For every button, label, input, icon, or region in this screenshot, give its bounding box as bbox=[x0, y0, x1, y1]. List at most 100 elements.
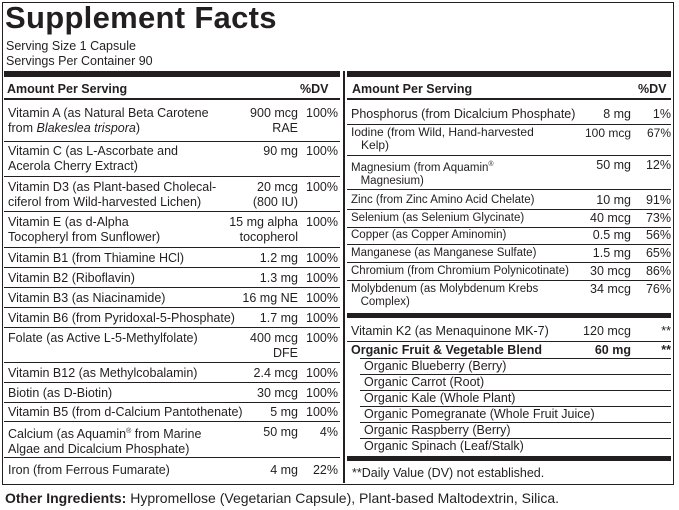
nutrient-amount: 0.5 mg bbox=[592, 228, 631, 242]
nutrient-name-cont: from Marine bbox=[131, 427, 202, 442]
nutrient-row-biotin: Biotin (as D-Biotin) 30 mcg 100% bbox=[8, 386, 338, 402]
nutrient-amount: 1.5 mg bbox=[592, 246, 631, 260]
nutrient-name: Copper (as Copper Aminomin) bbox=[351, 229, 507, 241]
nutrient-amount: 2.4 mcg bbox=[253, 366, 298, 380]
nutrient-dv: 100% bbox=[306, 291, 338, 305]
row-rule bbox=[347, 124, 671, 125]
nutrient-row-vitamin-e: Vitamin E (as d-Alpha Tocopheryl from Sun… bbox=[8, 215, 338, 247]
left-thick-divider bbox=[4, 71, 340, 77]
dv-footnote: **Daily Value (DV) not established. bbox=[352, 466, 545, 480]
row-rule bbox=[4, 421, 340, 422]
right-bottom-thick-divider bbox=[347, 456, 671, 461]
nutrient-row-vitamin-b1: Vitamin B1 (from Thiamine HCl) 1.2 mg 10… bbox=[8, 251, 338, 267]
blend-item: Organic Kale (Whole Plant) bbox=[364, 391, 516, 405]
nutrient-name-line2: Magnesium) bbox=[360, 174, 424, 187]
row-rule bbox=[347, 155, 671, 156]
left-header-amount: Amount Per Serving bbox=[7, 82, 128, 96]
other-ingredients: Other Ingredients: Hypromellose (Vegetar… bbox=[5, 490, 559, 506]
blend-name: Organic Fruit & Vegetable Blend bbox=[351, 343, 543, 357]
nutrient-name: Selenium (as Selenium Glycinate) bbox=[351, 212, 525, 224]
nutrient-row-vitamin-b2: Vitamin B2 (Riboflavin) 1.3 mg 100% bbox=[8, 271, 338, 287]
row-rule bbox=[360, 374, 671, 375]
nutrient-name: Zinc (from Zinc Amino Acid Chelate) bbox=[351, 194, 535, 206]
nutrient-row-vitamin-k2: Vitamin K2 (as Menaquinone MK-7) 120 mcg… bbox=[351, 324, 671, 340]
nutrient-dv: 91% bbox=[645, 193, 671, 207]
nutrient-amount: 400 mcg bbox=[250, 331, 298, 345]
nutrient-name-line2: Complex) bbox=[360, 296, 410, 308]
nutrient-amount-unit: RAE bbox=[272, 120, 298, 135]
servings-per-container: Servings Per Container 90 bbox=[6, 54, 153, 68]
nutrient-amount: 100 mcg bbox=[584, 126, 631, 140]
nutrient-amount: 30 mcg bbox=[257, 386, 298, 400]
row-rule bbox=[360, 358, 671, 359]
serving-size: Serving Size 1 Capsule bbox=[6, 39, 136, 53]
left-header-rule bbox=[4, 98, 340, 100]
right-mid-thick-divider bbox=[347, 313, 671, 318]
nutrient-row-vitamin-d3: Vitamin D3 (as Plant-based Cholecal-cife… bbox=[8, 180, 338, 212]
nutrient-name-line2: Algae and Dicalcium Phosphate) bbox=[8, 441, 190, 456]
nutrient-row-vitamin-b6: Vitamin B6 (from Pyridoxal-5-Phosphate) … bbox=[8, 311, 338, 327]
nutrient-row-vitamin-b3: Vitamin B3 (as Niacinamide) 16 mg NE 100… bbox=[8, 291, 338, 307]
nutrient-row-copper: Copper (as Copper Aminomin) 0.5 mg 56% bbox=[351, 229, 671, 243]
nutrient-dv: 100% bbox=[306, 405, 338, 419]
nutrient-amount: 5 mg bbox=[270, 405, 298, 419]
nutrient-name-line2: from bbox=[8, 120, 37, 135]
blend-item: Organic Carrot (Root) bbox=[364, 375, 485, 389]
row-rule bbox=[347, 262, 671, 263]
right-header-rule bbox=[347, 98, 671, 100]
nutrient-name: Iodine (from Wild, Hand-harvested bbox=[351, 125, 534, 139]
nutrient-dv: 100% bbox=[306, 366, 338, 380]
nutrient-dv: 100% bbox=[306, 251, 338, 265]
nutrient-row-calcium: Calcium (as Aquamin® from Marine Algae an… bbox=[8, 425, 338, 457]
row-rule bbox=[4, 327, 340, 328]
nutrient-name: Biotin (as D-Biotin) bbox=[8, 386, 113, 400]
row-rule bbox=[4, 382, 340, 383]
right-header-amount: Amount Per Serving bbox=[352, 82, 473, 96]
blend-item: Organic Blueberry (Berry) bbox=[364, 359, 507, 373]
nutrient-name-close: ) bbox=[135, 120, 141, 135]
nutrient-dv: 1% bbox=[652, 107, 671, 121]
nutrient-name: Phosphorus (from Dicalcium Phosphate) bbox=[351, 107, 576, 121]
nutrient-row-iodine: Iodine (from Wild, Hand-harvested Kelp) … bbox=[351, 126, 671, 154]
nutrient-name-line2: Tocopheryl from Sunflower) bbox=[8, 229, 161, 244]
row-rule bbox=[360, 438, 671, 439]
row-rule bbox=[347, 341, 671, 342]
nutrient-dv: 4% bbox=[319, 425, 338, 439]
nutrient-dv: 73% bbox=[645, 211, 671, 225]
nutrient-name: Manganese (as Manganese Sulfate) bbox=[351, 247, 537, 259]
left-header-dv: %DV bbox=[300, 82, 329, 96]
other-ingredients-label: Other Ingredients: bbox=[5, 490, 127, 506]
nutrient-amount: 16 mg NE bbox=[242, 291, 298, 305]
nutrient-name-line2: ciferol from Wild-harvested Lichen) bbox=[8, 194, 202, 209]
row-rule bbox=[347, 280, 671, 281]
nutrient-amount: 15 mg alpha bbox=[229, 215, 298, 229]
nutrient-name: Folate (as Active L-5-Methylfolate) bbox=[8, 331, 198, 345]
nutrient-dv: 12% bbox=[645, 158, 671, 172]
nutrient-row-selenium: Selenium (as Selenium Glycinate) 40 mcg … bbox=[351, 212, 671, 226]
row-rule bbox=[4, 141, 340, 142]
nutrient-row-vitamin-c: Vitamin C (as L-Ascorbate and Acerola Che… bbox=[8, 144, 338, 176]
registered-mark: ® bbox=[126, 428, 132, 435]
row-rule bbox=[347, 227, 671, 228]
right-thick-divider bbox=[347, 71, 671, 77]
nutrient-amount: 20 mcg bbox=[257, 180, 298, 194]
nutrient-dv: 100% bbox=[306, 144, 338, 158]
nutrient-amount: 90 mg bbox=[263, 144, 298, 158]
nutrient-name: Vitamin A (as Natural Beta Carotene bbox=[8, 106, 209, 120]
nutrient-row-zinc: Zinc (from Zinc Amino Acid Chelate) 10 m… bbox=[351, 194, 671, 208]
nutrient-row-molybdenum: Molybdenum (as Molybdenum Krebs Complex)… bbox=[351, 283, 671, 311]
nutrient-dv: 76% bbox=[645, 282, 671, 296]
row-rule bbox=[347, 244, 671, 245]
row-rule bbox=[360, 390, 671, 391]
nutrient-name: Vitamin K2 (as Menaquinone MK-7) bbox=[351, 324, 549, 338]
blend-item: Organic Spinach (Leaf/Stalk) bbox=[364, 439, 524, 453]
nutrient-amount-unit: (800 IU) bbox=[252, 194, 298, 209]
blend-dv: ** bbox=[661, 343, 671, 357]
nutrient-dv: 67% bbox=[646, 126, 671, 140]
nutrient-name: Vitamin C (as L-Ascorbate and bbox=[8, 144, 178, 158]
nutrient-amount: 50 mg bbox=[596, 158, 631, 172]
nutrient-row-chromium: Chromium (from Chromium Polynicotinate) … bbox=[351, 265, 671, 279]
nutrient-amount: 1.3 mg bbox=[259, 271, 298, 285]
nutrient-amount: 10 mg bbox=[596, 193, 631, 207]
nutrient-row-folate: Folate (as Active L-5-Methylfolate) 400 … bbox=[8, 331, 338, 363]
